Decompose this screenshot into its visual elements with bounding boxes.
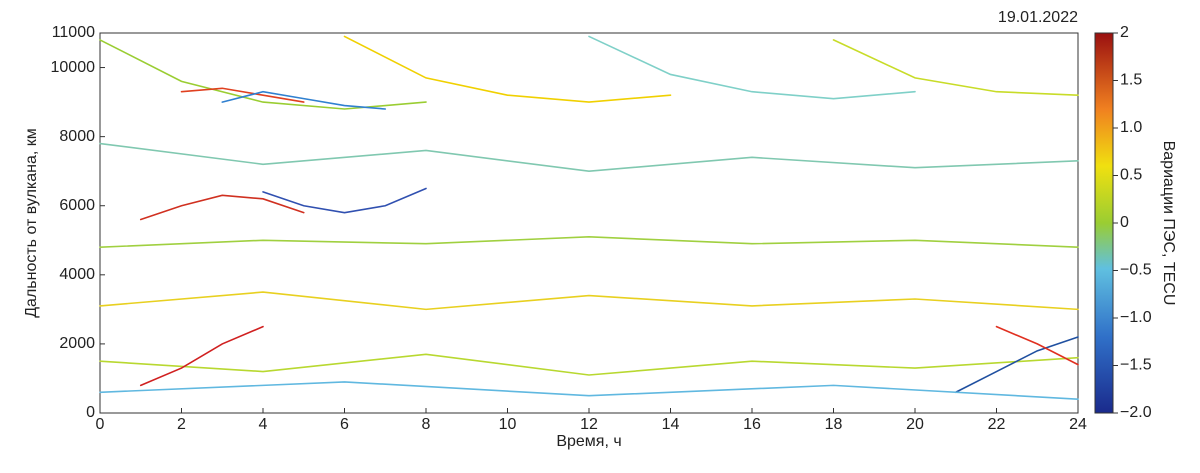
x-tick-label: 16 [743,416,761,433]
x-tick-label: 0 [96,416,105,433]
y-tick-label: 6000 [59,197,95,214]
trace [262,187,427,214]
trace [139,194,305,221]
y-tick-label: 8000 [59,128,95,145]
colorbar-tick-label: −0.5 [1120,262,1152,279]
y-axis-label: Дальность от вулкана, км [23,128,40,318]
trace [954,336,1079,394]
plot-frame [99,32,1079,414]
x-tick-label: 24 [1069,416,1087,433]
date: 19.01.2022 [998,9,1078,26]
trace [221,90,387,110]
trace [99,236,1079,248]
x-tick-label: 20 [906,416,924,433]
x-axis-label: Время, ч [556,433,621,450]
trace [995,325,1079,366]
trace [343,35,672,103]
colorbar-tick-label: −2.0 [1120,404,1152,421]
colorbar-tick-label: 0 [1120,214,1129,231]
trace [99,291,1079,311]
y-tick-label: 10000 [51,59,96,76]
trace [832,39,1079,96]
x-tick-label: 12 [580,416,598,433]
trace [99,142,1079,172]
colorbar-label: Вариации ПЭС, TECU [1160,141,1177,306]
colorbar-tick-label: 1.5 [1120,72,1142,89]
x-tick-label: 2 [177,416,186,433]
trace [99,39,427,110]
colorbar [1094,32,1114,414]
trace [99,353,1079,376]
y-tick-label: 4000 [59,266,95,283]
y-tick-label: 0 [86,404,95,421]
colorbar-tick-label: −1.0 [1120,309,1152,326]
x-tick-label: 4 [259,416,268,433]
trace [180,87,305,103]
x-tick-label: 6 [340,416,349,433]
x-tick-label: 10 [499,416,517,433]
x-tick-label: 22 [988,416,1006,433]
x-tick-label: 18 [825,416,843,433]
colorbar-tick-label: −1.5 [1120,357,1152,374]
y-tick-label: 2000 [59,335,95,352]
colorbar-tick-label: 1.0 [1120,119,1142,136]
colorbar-tick-label: 0.5 [1120,167,1142,184]
trace [588,35,916,100]
x-tick-label: 14 [662,416,680,433]
trace [99,381,1079,400]
trace [139,325,264,387]
x-tick-label: 8 [422,416,431,433]
y-tick-label: 11000 [52,24,95,41]
colorbar-tick-label: 2 [1120,24,1129,41]
